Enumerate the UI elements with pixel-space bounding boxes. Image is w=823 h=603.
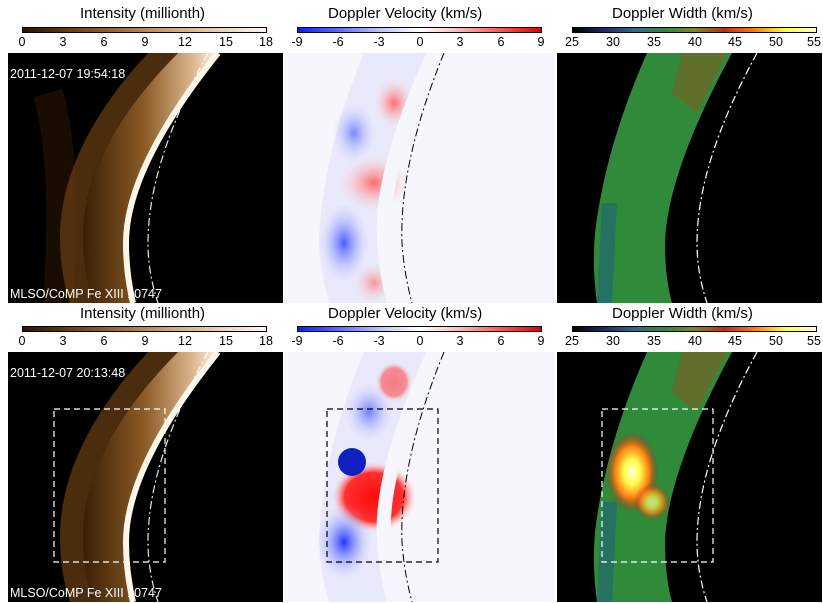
tick-label: 0 (416, 334, 424, 348)
tick-label: 9 (141, 334, 149, 348)
tick-label: 12 (178, 35, 192, 49)
instrument-label: MLSO/CoMP Fe XIII 10747 (10, 287, 162, 301)
intensity-image-row1: 2011-12-07 19:54:18 MLSO/CoMP Fe XIII 10… (8, 53, 283, 303)
tick-label: 25 (565, 35, 579, 49)
tick-label: 6 (100, 35, 108, 49)
colorbar-title: Doppler Width (km/s) (612, 305, 753, 322)
tick-label: 6 (497, 35, 505, 49)
tick-label: 9 (537, 35, 545, 49)
width-image-row2 (557, 352, 822, 602)
tick-label: 9 (141, 35, 149, 49)
tick-label: 50 (769, 35, 783, 49)
colorbar-title: Intensity (millionth) (80, 5, 206, 22)
timestamp-label: 2011-12-07 20:13:48 (10, 366, 126, 380)
tick-label: 45 (728, 334, 742, 348)
tick-label: 40 (688, 334, 702, 348)
velocity-image-row2 (284, 352, 554, 602)
velocity-image-row1 (284, 53, 554, 303)
colorbar-gradient (22, 326, 267, 332)
tick-label: 3 (59, 334, 67, 348)
colorbar-gradient (572, 27, 817, 33)
tick-label: 12 (178, 334, 192, 348)
colorbar-gradient (22, 27, 267, 33)
tick-label: 6 (497, 334, 505, 348)
tick-label: 35 (647, 35, 661, 49)
roi-box (326, 408, 439, 563)
timestamp-label: 2011-12-07 19:54:18 (10, 67, 126, 81)
tick-label: 18 (259, 334, 273, 348)
tick-label: 30 (606, 35, 620, 49)
tick-label: 0 (18, 35, 26, 49)
colorbar-title: Doppler Velocity (km/s) (328, 5, 483, 22)
tick-label: 15 (219, 35, 233, 49)
tick-label: 6 (100, 334, 108, 348)
roi-box (53, 408, 166, 563)
tick-label: -3 (373, 35, 385, 49)
tick-label: -9 (291, 35, 303, 49)
colorbar-gradient (297, 326, 542, 332)
tick-label: -6 (332, 334, 344, 348)
tick-label: 3 (59, 35, 67, 49)
colorbar-title: Intensity (millionth) (80, 305, 206, 322)
tick-label: 35 (647, 334, 661, 348)
tick-label: 50 (769, 334, 783, 348)
tick-label: 9 (537, 334, 545, 348)
colorbar-title: Doppler Velocity (km/s) (328, 305, 483, 322)
tick-label: -3 (373, 334, 385, 348)
tick-label: 45 (728, 35, 742, 49)
tick-label: 25 (565, 334, 579, 348)
width-image-row1 (557, 53, 822, 303)
tick-label: -6 (332, 35, 344, 49)
tick-label: 30 (606, 334, 620, 348)
tick-label: 18 (259, 35, 273, 49)
tick-label: 0 (18, 334, 26, 348)
tick-label: -9 (291, 334, 303, 348)
colorbar-title: Doppler Width (km/s) (612, 5, 753, 22)
colorbar-gradient (572, 326, 817, 332)
tick-label: 40 (688, 35, 702, 49)
tick-label: 55 (807, 35, 821, 49)
tick-label: 55 (807, 334, 821, 348)
tick-label: 3 (456, 334, 464, 348)
colorbar-gradient (297, 27, 542, 33)
instrument-label: MLSO/CoMP Fe XIII 10747 (10, 586, 162, 600)
tick-label: 15 (219, 334, 233, 348)
roi-box (601, 408, 714, 563)
intensity-image-row2: 2011-12-07 20:13:48 MLSO/CoMP Fe XIII 10… (8, 352, 283, 602)
tick-label: 3 (456, 35, 464, 49)
tick-label: 0 (416, 35, 424, 49)
